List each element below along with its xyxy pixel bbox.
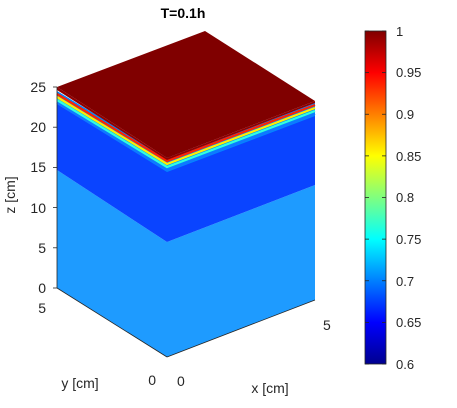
z-tick-label: 0 (38, 280, 46, 296)
left-face-middle-layer (57, 101, 167, 242)
right-face-middle-layer (167, 114, 315, 242)
z-axis-label: z [cm] (2, 176, 18, 213)
x-axis-label: x [cm] (251, 380, 288, 396)
colorbar-tick-label: 0.6 (396, 357, 414, 372)
colorbar-tick-label: 0.95 (396, 65, 421, 80)
colorbar-tick-label: 0.7 (396, 274, 414, 289)
x-axis: 0 5 x [cm] (166, 299, 331, 396)
x-tick-label: 5 (323, 317, 331, 333)
block-3d (56, 31, 316, 357)
left-face-bottom-layer (57, 170, 167, 357)
front-yellow-line (56, 96, 316, 166)
y-axis: 5 0 y [cm] (38, 287, 168, 391)
colorbar: 0.6 0.65 0.7 0.75 0.8 0.85 0.9 0.95 1 (364, 24, 421, 372)
front-blue-line (56, 102, 316, 172)
colorbar-tick-label: 0.9 (396, 107, 414, 122)
colorbar-tick-label: 0.65 (396, 315, 421, 330)
colorbar-tick-label: 0.75 (396, 232, 421, 247)
colorbar-tick-label: 0.85 (396, 149, 421, 164)
x-tick-label: 0 (177, 373, 185, 389)
front-red-line (56, 93, 316, 163)
z-tick-label: 5 (38, 240, 46, 256)
colorbar-ticks (365, 30, 386, 365)
colorbar-tick-label: 1 (396, 24, 403, 39)
chart-title: T=0.1h (161, 5, 206, 21)
y-axis-label: y [cm] (61, 375, 98, 391)
z-tick-label: 15 (30, 159, 46, 175)
y-tick-label: 5 (38, 300, 46, 316)
y-tick-label: 0 (148, 372, 156, 388)
colorbar-tick-label: 0.8 (396, 190, 414, 205)
z-tick-label: 25 (30, 79, 46, 95)
z-tick-label: 10 (30, 200, 46, 216)
top-face (57, 31, 315, 158)
z-axis: 0 5 10 15 20 25 z [cm] (2, 79, 58, 296)
z-tick-label: 20 (30, 119, 46, 135)
front-cyan-line (56, 99, 316, 169)
